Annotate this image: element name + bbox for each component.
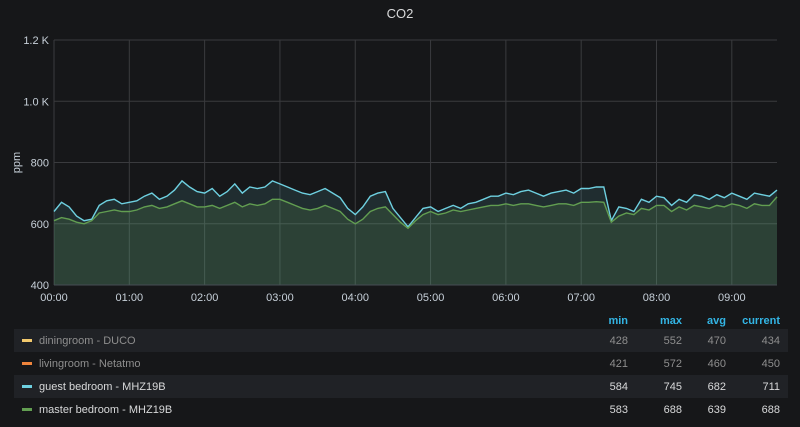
y-tick-label: 1.2 K [23, 35, 49, 47]
series-color-swatch[interactable] [22, 408, 32, 411]
series-color-swatch[interactable] [22, 362, 32, 365]
legend-avg-value: 470 [707, 334, 726, 347]
legend-header-current[interactable]: current [742, 315, 780, 327]
legend-avg-value: 460 [707, 357, 726, 370]
y-tick-label: 800 [31, 158, 49, 170]
legend-max-value: 572 [663, 357, 682, 370]
legend-header-avg[interactable]: avg [707, 315, 726, 327]
y-tick-label: 1.0 K [23, 96, 49, 108]
legend-avg-value: 682 [707, 380, 726, 393]
legend-header: min max avg current [14, 313, 788, 329]
legend-min-value: 428 [609, 334, 628, 347]
legend-series-name[interactable]: master bedroom - MHZ19B [39, 403, 173, 416]
legend-current-value: 688 [761, 403, 780, 416]
legend-current-value: 450 [761, 357, 780, 370]
co2-line-chart: 400 600 800 1.0 K 1.2 K 00:00 01:00 02:00 03:00 0… [11, 35, 778, 304]
legend-min-value: 583 [609, 403, 628, 416]
x-tick-label: 09:00 [718, 292, 746, 304]
series-area-1 [54, 196, 777, 285]
x-tick-label: 05:00 [417, 292, 445, 304]
legend-header-max[interactable]: max [659, 315, 682, 327]
panel-title[interactable]: CO2 [386, 6, 414, 21]
y-tick-label: 400 [31, 280, 49, 292]
legend-series-name[interactable]: guest bedroom - MHZ19B [39, 380, 166, 393]
legend-series-name[interactable]: livingroom - Netatmo [39, 357, 141, 370]
legend-table: min max avg current diningroom - DUCO 42… [14, 313, 788, 421]
legend-max-value: 552 [663, 334, 682, 347]
legend-row-guest-bedroom[interactable]: guest bedroom - MHZ19B 584 745 682 711 [14, 375, 788, 398]
legend-min-value: 584 [609, 380, 628, 393]
series-color-swatch[interactable] [22, 339, 32, 342]
series-line-0 [53, 179, 778, 228]
legend-current-value: 434 [761, 334, 780, 347]
x-tick-label: 04:00 [341, 292, 369, 304]
legend-row-master-bedroom[interactable]: master bedroom - MHZ19B 583 688 639 688 [14, 398, 788, 421]
legend-min-value: 421 [609, 357, 628, 370]
y-axis-label: ppm [11, 152, 23, 173]
x-tick-label: 00:00 [40, 292, 68, 304]
x-tick-label: 08:00 [643, 292, 671, 304]
legend-max-value: 745 [663, 380, 682, 393]
legend-avg-value: 639 [707, 403, 726, 416]
legend-row-diningroom[interactable]: diningroom - DUCO 428 552 470 434 [14, 329, 788, 352]
x-tick-label: 02:00 [191, 292, 219, 304]
series-area-0 [54, 180, 777, 285]
y-tick-label: 600 [31, 219, 49, 231]
series-line-1 [53, 196, 778, 230]
series-color-swatch[interactable] [22, 385, 32, 388]
legend-series-name[interactable]: diningroom - DUCO [39, 334, 136, 347]
legend-max-value: 688 [663, 403, 682, 416]
legend-current-value: 711 [762, 380, 780, 393]
x-tick-label: 03:00 [266, 292, 294, 304]
x-tick-label: 06:00 [492, 292, 520, 304]
legend-header-min[interactable]: min [608, 315, 628, 327]
legend-row-livingroom[interactable]: livingroom - Netatmo 421 572 460 450 [14, 352, 788, 375]
x-tick-label: 07:00 [567, 292, 595, 304]
x-tick-label: 01:00 [116, 292, 144, 304]
